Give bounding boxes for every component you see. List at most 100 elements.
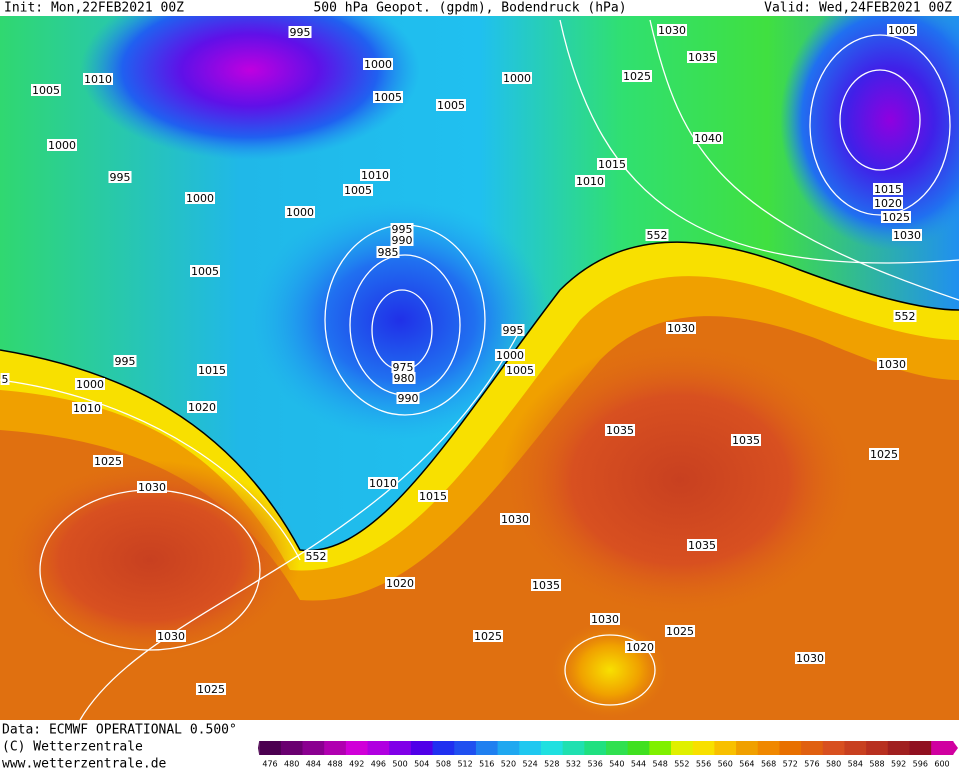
colorbar-swatch <box>931 741 954 755</box>
label-box <box>893 310 917 322</box>
label-box <box>418 490 448 502</box>
label-box <box>343 184 373 196</box>
colorbar-swatch <box>692 741 715 755</box>
colorbar-tick-label: 544 <box>631 760 646 769</box>
label-box <box>304 550 328 562</box>
colorbar-tick-label: 600 <box>934 760 949 769</box>
isobar-label: 1035 <box>732 434 760 447</box>
label-box <box>693 132 723 144</box>
colorbar-tick-label: 584 <box>848 760 863 769</box>
label-box <box>881 211 911 223</box>
label-box <box>363 58 393 70</box>
isobar-label: 1025 <box>94 455 122 468</box>
isobar-label: 1010 <box>576 175 604 188</box>
colorbar-swatch <box>345 741 369 755</box>
label-box <box>72 402 102 414</box>
label-box <box>0 373 10 385</box>
colorbar-swatch <box>822 741 845 755</box>
label-box <box>590 613 620 625</box>
colorbar-swatch <box>389 741 412 755</box>
isobar-label: 1025 <box>623 70 651 83</box>
isobar-label: 5 <box>2 373 9 386</box>
colorbar-swatch <box>475 741 499 755</box>
isobar-label: 1015 <box>598 158 626 171</box>
label-box <box>575 175 605 187</box>
colorbar-tick-label: 556 <box>696 760 711 769</box>
label-box <box>657 24 687 36</box>
colorbar-swatch <box>519 741 542 755</box>
website: www.wetterzentrale.de <box>2 757 167 770</box>
colorbar-tick-label: 564 <box>739 760 754 769</box>
label-box <box>156 630 186 642</box>
data-source: Data: ECMWF OPERATIONAL 0.500° <box>2 723 237 738</box>
isobar-label: 1020 <box>626 641 654 654</box>
colorbar-swatch <box>887 741 910 755</box>
colorbar-swatch <box>410 741 434 755</box>
label-box <box>892 229 922 241</box>
label-box <box>197 364 227 376</box>
colorbar-tick-label: 496 <box>371 760 386 769</box>
isobar-label: 1015 <box>198 364 226 377</box>
isobar-label: 990 <box>392 234 413 247</box>
label-box <box>531 579 561 591</box>
colorbar-swatch <box>584 741 607 755</box>
isobar-label: 552 <box>647 229 668 242</box>
label-box <box>887 24 917 36</box>
isobar-label: 1010 <box>369 477 397 490</box>
label-box <box>108 171 132 183</box>
isobar-label: 975 <box>393 361 414 374</box>
isobar-label: 1010 <box>361 169 389 182</box>
colorbar-swatch <box>606 741 629 755</box>
label-box <box>505 364 535 376</box>
colorbar-swatch <box>671 741 694 755</box>
label-box <box>605 424 635 436</box>
colorbar-tick-label: 524 <box>522 760 537 769</box>
label-box <box>645 229 669 241</box>
label-box <box>436 99 466 111</box>
isobar-label: 1030 <box>658 24 686 37</box>
label-box <box>622 70 652 82</box>
isobar-label: 1005 <box>32 84 60 97</box>
isobar-label: 1005 <box>437 99 465 112</box>
label-box <box>75 378 105 390</box>
isobar-label: 1000 <box>364 58 392 71</box>
isobar-label: 1000 <box>286 206 314 219</box>
isobar-label: 1005 <box>506 364 534 377</box>
colorbar-swatch <box>562 741 585 755</box>
colorbar-tick-label: 596 <box>913 760 928 769</box>
isobar-label: 995 <box>392 223 413 236</box>
label-box <box>31 84 61 96</box>
label-box <box>368 477 398 489</box>
isobar-label: 1020 <box>874 197 902 210</box>
isobar-label: 1005 <box>888 24 916 37</box>
label-box <box>392 372 416 384</box>
isobar-label: 1015 <box>419 490 447 503</box>
isobar-label: 552 <box>895 310 916 323</box>
colorbar-swatch <box>497 741 520 755</box>
isobar-label: 1030 <box>138 481 166 494</box>
label-box <box>687 51 717 63</box>
colorbar-arrow-left <box>258 741 260 755</box>
colorbar-swatch <box>627 741 650 755</box>
colorbar-swatch <box>649 741 672 755</box>
colorbar-swatch <box>714 741 737 755</box>
label-box <box>495 349 525 361</box>
label-box <box>137 481 167 493</box>
colorbar-tick-label: 500 <box>392 760 407 769</box>
isobar-label: 1030 <box>501 513 529 526</box>
isobar-label: 1040 <box>694 132 722 145</box>
map-title: 500 hPa Geopot. (gpdm), Bodendruck (hPa) <box>313 1 626 16</box>
colorbar-tick-label: 504 <box>414 760 429 769</box>
isobar-labels: 995 1010 1005 1000 1005 1005 1000 1000 995 1000 10… <box>0 24 922 696</box>
isobar-label: 1025 <box>197 683 225 696</box>
colorbar-swatch <box>432 741 455 755</box>
label-box <box>597 158 627 170</box>
isobar-label: 1035 <box>606 424 634 437</box>
colorbar-swatch <box>844 741 867 755</box>
colorbar-swatch <box>324 741 347 755</box>
colorbar-swatch <box>302 741 325 755</box>
header-strip <box>0 0 959 16</box>
colorbar-tick-label: 592 <box>891 760 906 769</box>
colorbar-tick-label: 536 <box>588 760 603 769</box>
